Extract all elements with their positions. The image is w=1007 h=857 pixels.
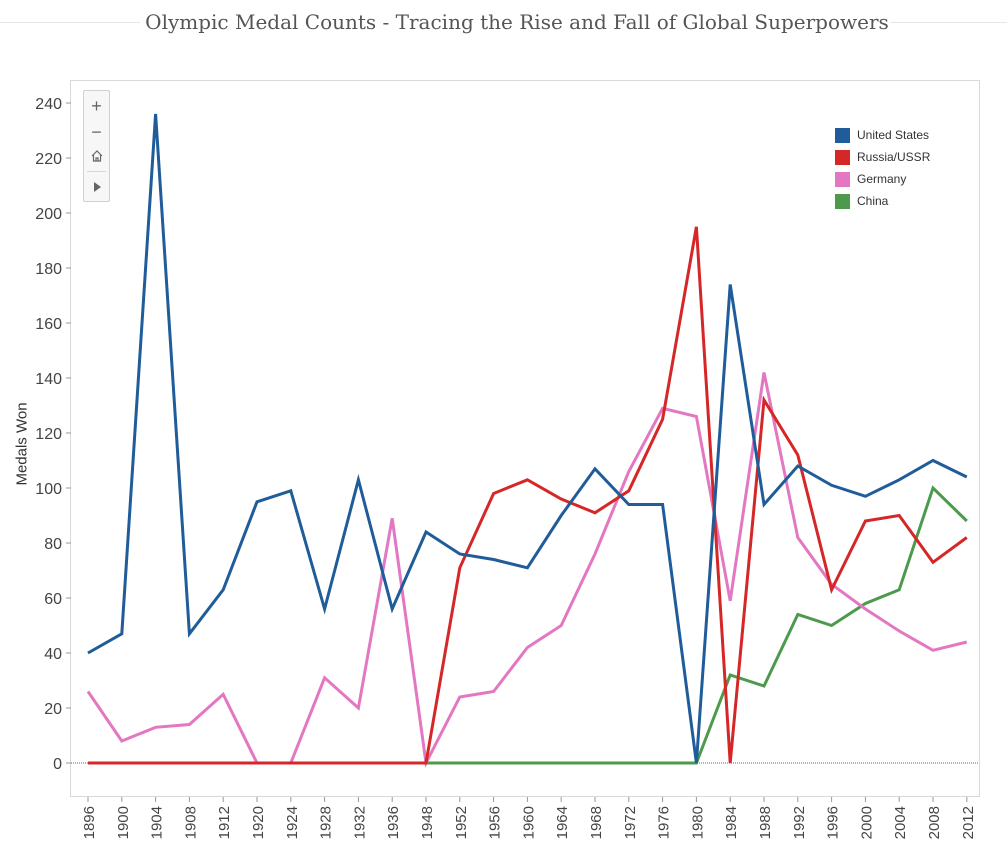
legend-swatch <box>835 127 850 143</box>
play-icon <box>93 182 101 192</box>
x-tick-label: 1920 <box>250 806 267 839</box>
x-tick-label: 2012 <box>960 806 977 839</box>
play-button[interactable] <box>84 174 109 200</box>
legend-label: United States <box>857 128 930 142</box>
x-tick-label: 1960 <box>520 806 537 839</box>
title-rule-right <box>890 22 1007 23</box>
x-tick-label: 1908 <box>182 806 199 839</box>
x-tick-label: 1896 <box>81 806 98 839</box>
zoom-out-button[interactable]: − <box>91 121 102 142</box>
plot-frame <box>70 80 980 797</box>
series-line-china <box>426 485 968 765</box>
x-tick-label: 1928 <box>318 806 335 839</box>
series-line-russia-ussr <box>88 226 968 765</box>
legend-label: Germany <box>857 172 907 186</box>
x-tick-label: 2000 <box>858 806 875 839</box>
zoom-in-button[interactable]: + <box>91 95 102 116</box>
y-tick-label: 60 <box>44 591 62 608</box>
y-tick-label: 80 <box>44 536 62 553</box>
chart-legend: United States Russia/USSR Germany China <box>835 124 930 212</box>
y-tick-label: 140 <box>35 371 62 388</box>
y-tick-label: 240 <box>35 96 62 113</box>
x-tick-label: 1984 <box>723 806 740 839</box>
x-tick-label: 1924 <box>284 806 301 839</box>
title-rule-left <box>0 22 140 23</box>
home-icon <box>91 150 102 162</box>
x-tick-label: 1968 <box>588 806 605 839</box>
legend-swatch <box>835 171 850 187</box>
x-tick-label: 1972 <box>622 806 639 839</box>
y-tick-label: 0 <box>53 756 62 773</box>
y-tick-label: 180 <box>35 261 62 278</box>
x-tick-label: 1996 <box>825 806 842 839</box>
legend-item[interactable]: United States <box>835 124 930 146</box>
x-tick-label: 1992 <box>791 806 808 839</box>
x-tick-label: 2008 <box>926 806 943 839</box>
x-tick-label: 1976 <box>656 806 673 839</box>
y-tick-label: 40 <box>44 646 62 663</box>
y-tick-label: 120 <box>35 426 62 443</box>
legend-label: China <box>857 194 889 208</box>
x-tick-label: 1988 <box>757 806 774 839</box>
x-tick-label: 1964 <box>554 806 571 839</box>
series-line-germany <box>86 372 968 768</box>
title-bar: Olympic Medal Counts - Tracing the Rise … <box>0 0 1007 50</box>
home-button[interactable] <box>84 143 109 169</box>
legend-label: Russia/USSR <box>857 150 931 164</box>
page-title: Olympic Medal Counts - Tracing the Rise … <box>145 10 889 34</box>
y-tick-label: 220 <box>35 151 62 168</box>
y-tick-label: 20 <box>44 701 62 718</box>
y-axis-label: Medals Won <box>13 402 31 486</box>
x-tick-label: 1956 <box>487 806 504 839</box>
x-tick-label: 1912 <box>216 806 233 839</box>
legend-swatch <box>835 149 850 165</box>
x-tick-label: 1936 <box>385 806 402 839</box>
y-tick-label: 200 <box>35 206 62 223</box>
x-tick-label: 1900 <box>115 806 132 839</box>
x-tick-label: 1952 <box>453 806 470 839</box>
x-tick-label: 1904 <box>149 806 166 839</box>
y-tick-label: 100 <box>35 481 62 498</box>
legend-item[interactable]: Germany <box>835 168 930 190</box>
legend-swatch <box>835 193 850 209</box>
y-tick-label: 160 <box>35 316 62 333</box>
legend-item[interactable]: China <box>835 190 930 212</box>
x-tick-label: 2004 <box>892 806 909 839</box>
toolbar-divider <box>87 171 106 172</box>
x-tick-label: 1932 <box>351 806 368 839</box>
series-line-united-states <box>87 113 968 764</box>
map-toolbar: + − <box>83 90 110 202</box>
x-tick-label: 1948 <box>419 806 436 839</box>
legend-item[interactable]: Russia/USSR <box>835 146 930 168</box>
x-tick-label: 1980 <box>689 806 706 839</box>
